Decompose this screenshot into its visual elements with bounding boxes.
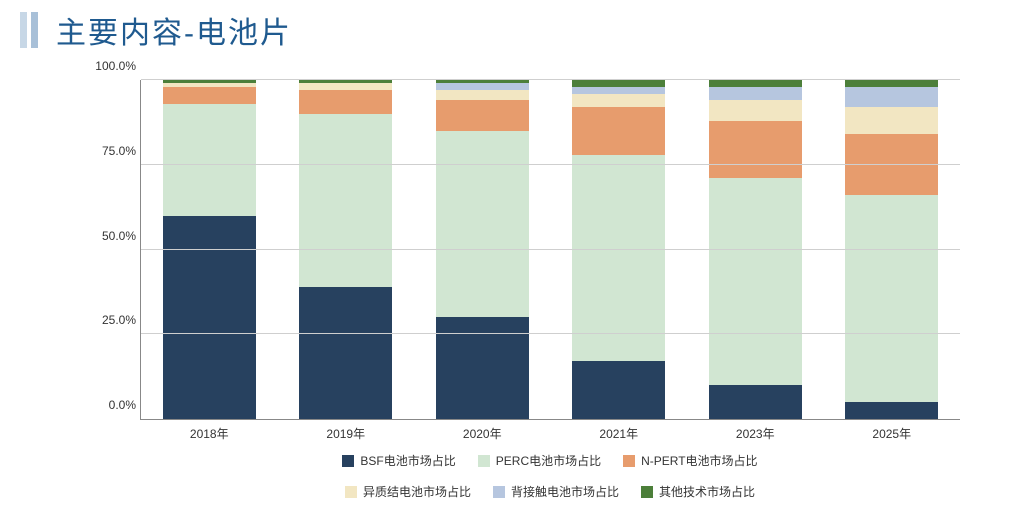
bar-segment-back [436, 83, 529, 90]
x-tick-label: 2021年 [551, 419, 687, 442]
bar-segment-bsf [163, 216, 256, 419]
grid-line [141, 164, 960, 165]
bar-segment-perc [436, 131, 529, 317]
x-tick-label: 2018年 [141, 419, 277, 442]
legend-item: PERC电池市场占比 [478, 452, 601, 469]
y-tick-label: 50.0% [81, 229, 136, 243]
bar-segment-other [572, 80, 665, 87]
y-tick-label: 75.0% [81, 144, 136, 158]
stacked-bar [299, 80, 392, 419]
bar-segment-hjt [299, 83, 392, 90]
x-tick-label: 2019年 [278, 419, 414, 442]
bar-segment-perc [709, 178, 802, 385]
y-tick-label: 25.0% [81, 313, 136, 327]
x-tick-label: 2023年 [687, 419, 823, 442]
legend-item: 其他技术市场占比 [641, 483, 755, 500]
bar-segment-other [709, 80, 802, 87]
bar-segment-npert [436, 100, 529, 131]
x-tick-label: 2020年 [414, 419, 550, 442]
stacked-bar [572, 80, 665, 419]
grid-line [141, 79, 960, 80]
legend-label: 其他技术市场占比 [659, 483, 755, 500]
legend-item: 异质结电池市场占比 [345, 483, 471, 500]
accent-bar-1 [20, 12, 27, 48]
legend-swatch [493, 486, 505, 498]
legend-swatch [623, 455, 635, 467]
legend-swatch [478, 455, 490, 467]
bar-column: 2018年 [141, 80, 277, 419]
legend-row: 异质结电池市场占比 背接触电池市场占比 其他技术市场占比 [220, 483, 880, 500]
stacked-bar [163, 80, 256, 419]
bar-segment-bsf [709, 385, 802, 419]
bar-segment-hjt [845, 107, 938, 134]
legend-label: N-PERT电池市场占比 [641, 452, 757, 469]
bar-segment-other [845, 80, 938, 87]
title-accent-bars [20, 12, 38, 48]
bar-segment-npert [845, 134, 938, 195]
legend-label: 背接触电池市场占比 [511, 483, 619, 500]
legend-swatch [345, 486, 357, 498]
bar-segment-npert [163, 87, 256, 104]
legend-item: N-PERT电池市场占比 [623, 452, 757, 469]
bar-segment-back [845, 87, 938, 107]
bar-segment-npert [299, 90, 392, 114]
plot-area: 2018年2019年2020年2021年2023年2025年 0.0%25.0%… [140, 80, 960, 420]
y-tick-label: 0.0% [81, 398, 136, 412]
title-row: 主要内容-电池片 [0, 0, 1024, 52]
bar-segment-perc [163, 104, 256, 216]
bar-segment-perc [572, 155, 665, 362]
stacked-bar [845, 80, 938, 419]
market-share-chart: 2018年2019年2020年2021年2023年2025年 0.0%25.0%… [140, 80, 960, 500]
bar-segment-bsf [299, 287, 392, 419]
grid-line [141, 333, 960, 334]
y-tick-label: 100.0% [81, 59, 136, 73]
legend-item: 背接触电池市场占比 [493, 483, 619, 500]
bar-segment-back [572, 87, 665, 94]
bar-column: 2021年 [551, 80, 687, 419]
legend-row: BSF电池市场占比 PERC电池市场占比 N-PERT电池市场占比 [220, 452, 880, 469]
bar-column: 2019年 [278, 80, 414, 419]
bars-row: 2018年2019年2020年2021年2023年2025年 [141, 80, 960, 419]
legend-swatch [641, 486, 653, 498]
legend: BSF电池市场占比 PERC电池市场占比 N-PERT电池市场占比异质结电池市场占比… [140, 452, 960, 500]
bar-segment-npert [572, 107, 665, 154]
legend-label: PERC电池市场占比 [496, 452, 601, 469]
bar-segment-hjt [709, 100, 802, 120]
bar-segment-bsf [845, 402, 938, 419]
bar-column: 2023年 [687, 80, 823, 419]
stacked-bar [709, 80, 802, 419]
bar-segment-npert [709, 121, 802, 179]
bar-segment-perc [299, 114, 392, 287]
page-title: 主要内容-电池片 [56, 8, 292, 52]
legend-label: 异质结电池市场占比 [363, 483, 471, 500]
x-tick-label: 2025年 [824, 419, 960, 442]
bar-segment-hjt [436, 90, 529, 100]
legend-item: BSF电池市场占比 [342, 452, 455, 469]
bar-segment-bsf [572, 361, 665, 419]
bar-column: 2025年 [824, 80, 960, 419]
grid-line [141, 249, 960, 250]
bar-column: 2020年 [414, 80, 550, 419]
legend-swatch [342, 455, 354, 467]
legend-label: BSF电池市场占比 [360, 452, 455, 469]
accent-bar-2 [31, 12, 38, 48]
bar-segment-perc [845, 195, 938, 402]
bar-segment-hjt [572, 94, 665, 108]
stacked-bar [436, 80, 529, 419]
bar-segment-back [709, 87, 802, 101]
